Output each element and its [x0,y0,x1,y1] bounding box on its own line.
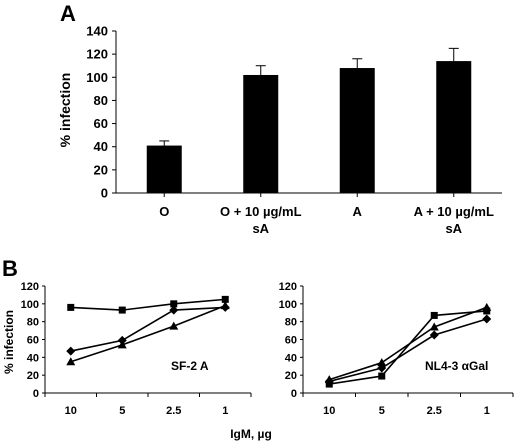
triangle-marker [66,357,76,366]
square-marker [221,295,229,303]
panel-b-left-xtick-label: 1 [222,405,228,417]
diamond-marker [66,346,76,356]
panel-b-right-xtick-label: 5 [379,405,385,417]
panel-a-category-label: sA [445,221,462,236]
panel-a-bar [339,68,375,193]
triangle-marker [169,321,179,330]
panel-a-bar [436,61,472,194]
diamond-marker [429,330,439,340]
panel-b-left-xtick-label: 5 [119,405,125,417]
square-marker [483,307,491,315]
panel-b-right-ytick-label: 120 [279,281,297,293]
triangle-marker [429,322,439,331]
panel-a-ytick-label: 120 [86,47,108,62]
panel-a-ytick-label: 20 [94,162,108,177]
square-marker [170,300,178,308]
panel-b-right-annotation: NL4-3 αGal [425,359,488,373]
panel-b-left-ytick-label: 80 [27,317,39,329]
panel-b-right-ytick-label: 100 [279,299,297,311]
panel-b-right-square-series-line [329,310,487,385]
square-marker [67,303,75,311]
panel-b-right-ytick-label: 40 [285,352,297,364]
panel-a-ytick-label: 60 [94,116,108,131]
panel-a-category-label: A + 10 µg/mL [414,204,494,219]
panel-b-right-xtick-label: 2.5 [427,405,442,417]
panel-b-right-ytick-label: 60 [285,335,297,347]
panel-a-ytick-label: 140 [86,24,108,39]
panel-b-left-xtick-label: 2.5 [166,405,181,417]
panel-a-category-label: O [159,204,169,219]
panel-b-left-ytick-label: 120 [21,281,39,293]
panel-a-ylabel: % infection [57,73,73,148]
square-marker [118,306,126,314]
panel-a-category-label: O + 10 µg/mL [220,204,302,219]
diamond-marker [169,305,179,315]
triangle-marker [482,302,492,311]
panel-b-right-xtick-label: 10 [323,405,335,417]
triangle-marker [324,375,334,384]
panel-b-right-ytick-label: 80 [285,317,297,329]
panel-a-category-label: sA [252,221,269,236]
panel-b-letter: B [2,256,18,281]
square-marker [378,372,386,380]
panel-b-left-annotation: SF-2 A [171,359,209,373]
panel-b-right-diamond-series-line [329,318,487,383]
panel-b-left-ytick-label: 60 [27,335,39,347]
panel-a-letter: A [60,1,76,26]
panel-b-right-ytick-label: 20 [285,370,297,382]
panel-b-left-ytick-label: 100 [21,299,39,311]
square-marker [430,311,438,319]
panel-b-ylabel: % infection [2,310,16,374]
panel-a-ytick-label: 0 [101,186,108,201]
panel-b-left-ytick-label: 40 [27,352,39,364]
panel-b-right-triangle-series-line [329,306,488,381]
panel-b-left-xtick-label: 10 [65,405,77,417]
triangle-marker [220,301,230,310]
panel-b-left-ytick-label: 0 [33,388,39,400]
panel-b-xlabel: IgM, µg [230,427,272,441]
panel-a-category-label: A [353,204,363,219]
panel-b-left-diamond-series-line [70,306,226,352]
panel-b-right-xtick-label: 1 [484,405,490,417]
panel-a-ytick-label: 40 [94,139,108,154]
panel-b-right-ytick-label: 0 [291,388,297,400]
panel-b-left-ytick-label: 20 [27,370,39,382]
panel-a-bar [243,74,279,193]
diamond-marker [482,314,492,324]
panel-a-ytick-label: 100 [86,70,108,85]
panel-a-bar [146,145,182,193]
panel-b-left-triangle-series-line [70,304,226,363]
panel-a-ytick-label: 80 [94,93,108,108]
panel-b-left-square-series-line [70,298,226,311]
triangle-marker [377,358,387,367]
triangle-marker [117,340,127,349]
